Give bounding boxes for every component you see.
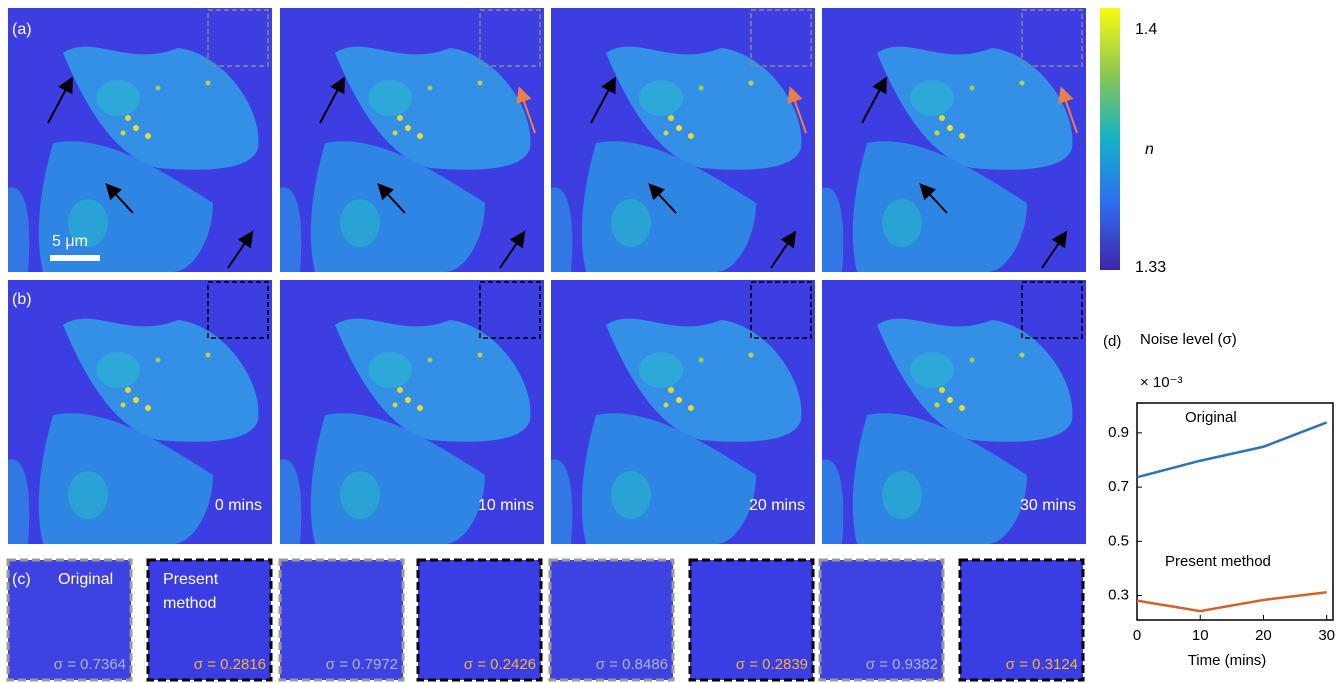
panel-label: (c) [12, 571, 31, 588]
time-label: 10 mins [478, 497, 534, 514]
sigma-label: σ = 0.3124 [1006, 656, 1078, 673]
time-label: 20 mins [749, 497, 805, 514]
figure: 1.4 1.33 n (d) Noise level (σ) × 10⁻³ 0.3 0.… [0, 0, 1344, 683]
series-line [1137, 422, 1327, 477]
plot-frame [1137, 403, 1333, 620]
sigma-label: σ = 0.2426 [464, 656, 536, 673]
x-tick-label: 10 [1192, 627, 1209, 644]
y-tick-label: 0.9 [1108, 424, 1129, 441]
x-tick-label: 30 [1318, 627, 1335, 644]
sigma-label: σ = 0.8486 [596, 656, 668, 673]
sigma-label: σ = 0.2839 [736, 656, 808, 673]
y-tick-label: 0.3 [1108, 587, 1129, 604]
cell-image [551, 8, 815, 272]
time-label: 0 mins [215, 497, 262, 514]
cell-image [8, 8, 272, 272]
sigma-label: σ = 0.7364 [54, 656, 126, 673]
sigma-label: σ = 0.2816 [194, 656, 266, 673]
chart: (d) Noise level (σ) × 10⁻³ 0.3 0.5 0.7 0.9 0 10 2… [1103, 331, 1335, 669]
x-axis-label: Time (mins) [1188, 652, 1267, 669]
cell-image [822, 8, 1086, 272]
panel-label: (d) [1103, 333, 1121, 350]
axis-exponent: × 10⁻³ [1140, 374, 1183, 391]
panel-label: (a) [12, 21, 32, 38]
sigma-label: σ = 0.9382 [866, 656, 938, 673]
sigma-label: σ = 0.7972 [326, 656, 398, 673]
y-tick-label: 0.5 [1108, 532, 1129, 549]
panel-label: (b) [12, 291, 32, 308]
cell-image [280, 8, 544, 272]
colorbar [1100, 8, 1120, 270]
x-tick-label: 0 [1133, 627, 1141, 644]
series-label: Present method [1165, 553, 1271, 570]
colorbar-max: 1.4 [1135, 21, 1157, 38]
time-label: 30 mins [1020, 497, 1076, 514]
original-label: Original [58, 571, 113, 588]
colorbar-min: 1.33 [1135, 259, 1166, 276]
y-tick-label: 0.7 [1108, 478, 1129, 495]
x-tick-label: 20 [1255, 627, 1272, 644]
scale-bar-label: 5 μm [52, 233, 88, 250]
series-label: Original [1185, 409, 1237, 426]
colorbar-label: n [1145, 141, 1154, 158]
series-line [1137, 592, 1327, 611]
chart-title: Noise level (σ) [1140, 331, 1237, 348]
